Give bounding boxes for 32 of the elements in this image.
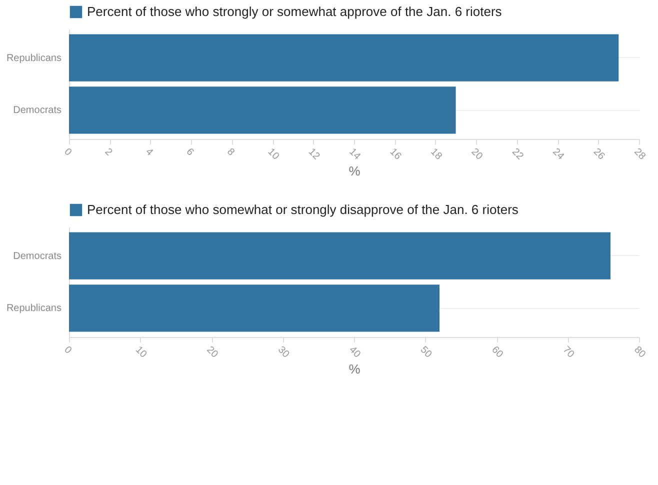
x-tick-label: 10 bbox=[132, 344, 149, 360]
x-tick-label: 0 bbox=[62, 146, 74, 159]
x-tick-label: 24 bbox=[550, 146, 566, 162]
x-tick-label: 10 bbox=[265, 146, 282, 162]
x-tick-label: 18 bbox=[428, 146, 444, 162]
x-tick-label: 4 bbox=[143, 146, 156, 159]
x-tick-label: 8 bbox=[224, 146, 237, 159]
legend-label: Percent of those who somewhat or strongly disapprove of the Jan. 6 rioters bbox=[87, 202, 519, 217]
x-tick-label: 0 bbox=[62, 344, 74, 357]
x-axis-title: % bbox=[348, 163, 361, 178]
y-tick-label: Republicans bbox=[6, 52, 62, 64]
x-tick-label: 30 bbox=[275, 344, 292, 360]
x-tick-label: 14 bbox=[346, 146, 363, 162]
x-tick-label: 26 bbox=[591, 146, 607, 162]
x-tick-label: 20 bbox=[204, 344, 220, 360]
x-tick-label: 28 bbox=[632, 146, 648, 162]
x-tick-label: 2 bbox=[102, 146, 114, 159]
x-tick-label: 60 bbox=[489, 344, 506, 360]
x-tick-label: 40 bbox=[346, 344, 363, 360]
x-tick-label: 80 bbox=[632, 344, 648, 360]
x-tick-label: 20 bbox=[468, 146, 485, 162]
x-tick-label: 22 bbox=[510, 146, 526, 162]
y-tick-label: Republicans bbox=[6, 303, 62, 314]
x-tick-label: 50 bbox=[418, 344, 434, 360]
x-tick-label: 6 bbox=[184, 146, 196, 159]
x-axis-title: % bbox=[348, 361, 361, 376]
x-tick-label: 70 bbox=[560, 344, 576, 360]
x-tick-label: 12 bbox=[306, 146, 322, 162]
y-tick-label: Democrats bbox=[13, 250, 62, 262]
x-tick-label: 16 bbox=[387, 146, 404, 162]
legend-label: Percent of those who strongly or somewhat approve of the Jan. 6 rioters bbox=[87, 4, 502, 19]
y-tick-label: Democrats bbox=[13, 105, 62, 116]
